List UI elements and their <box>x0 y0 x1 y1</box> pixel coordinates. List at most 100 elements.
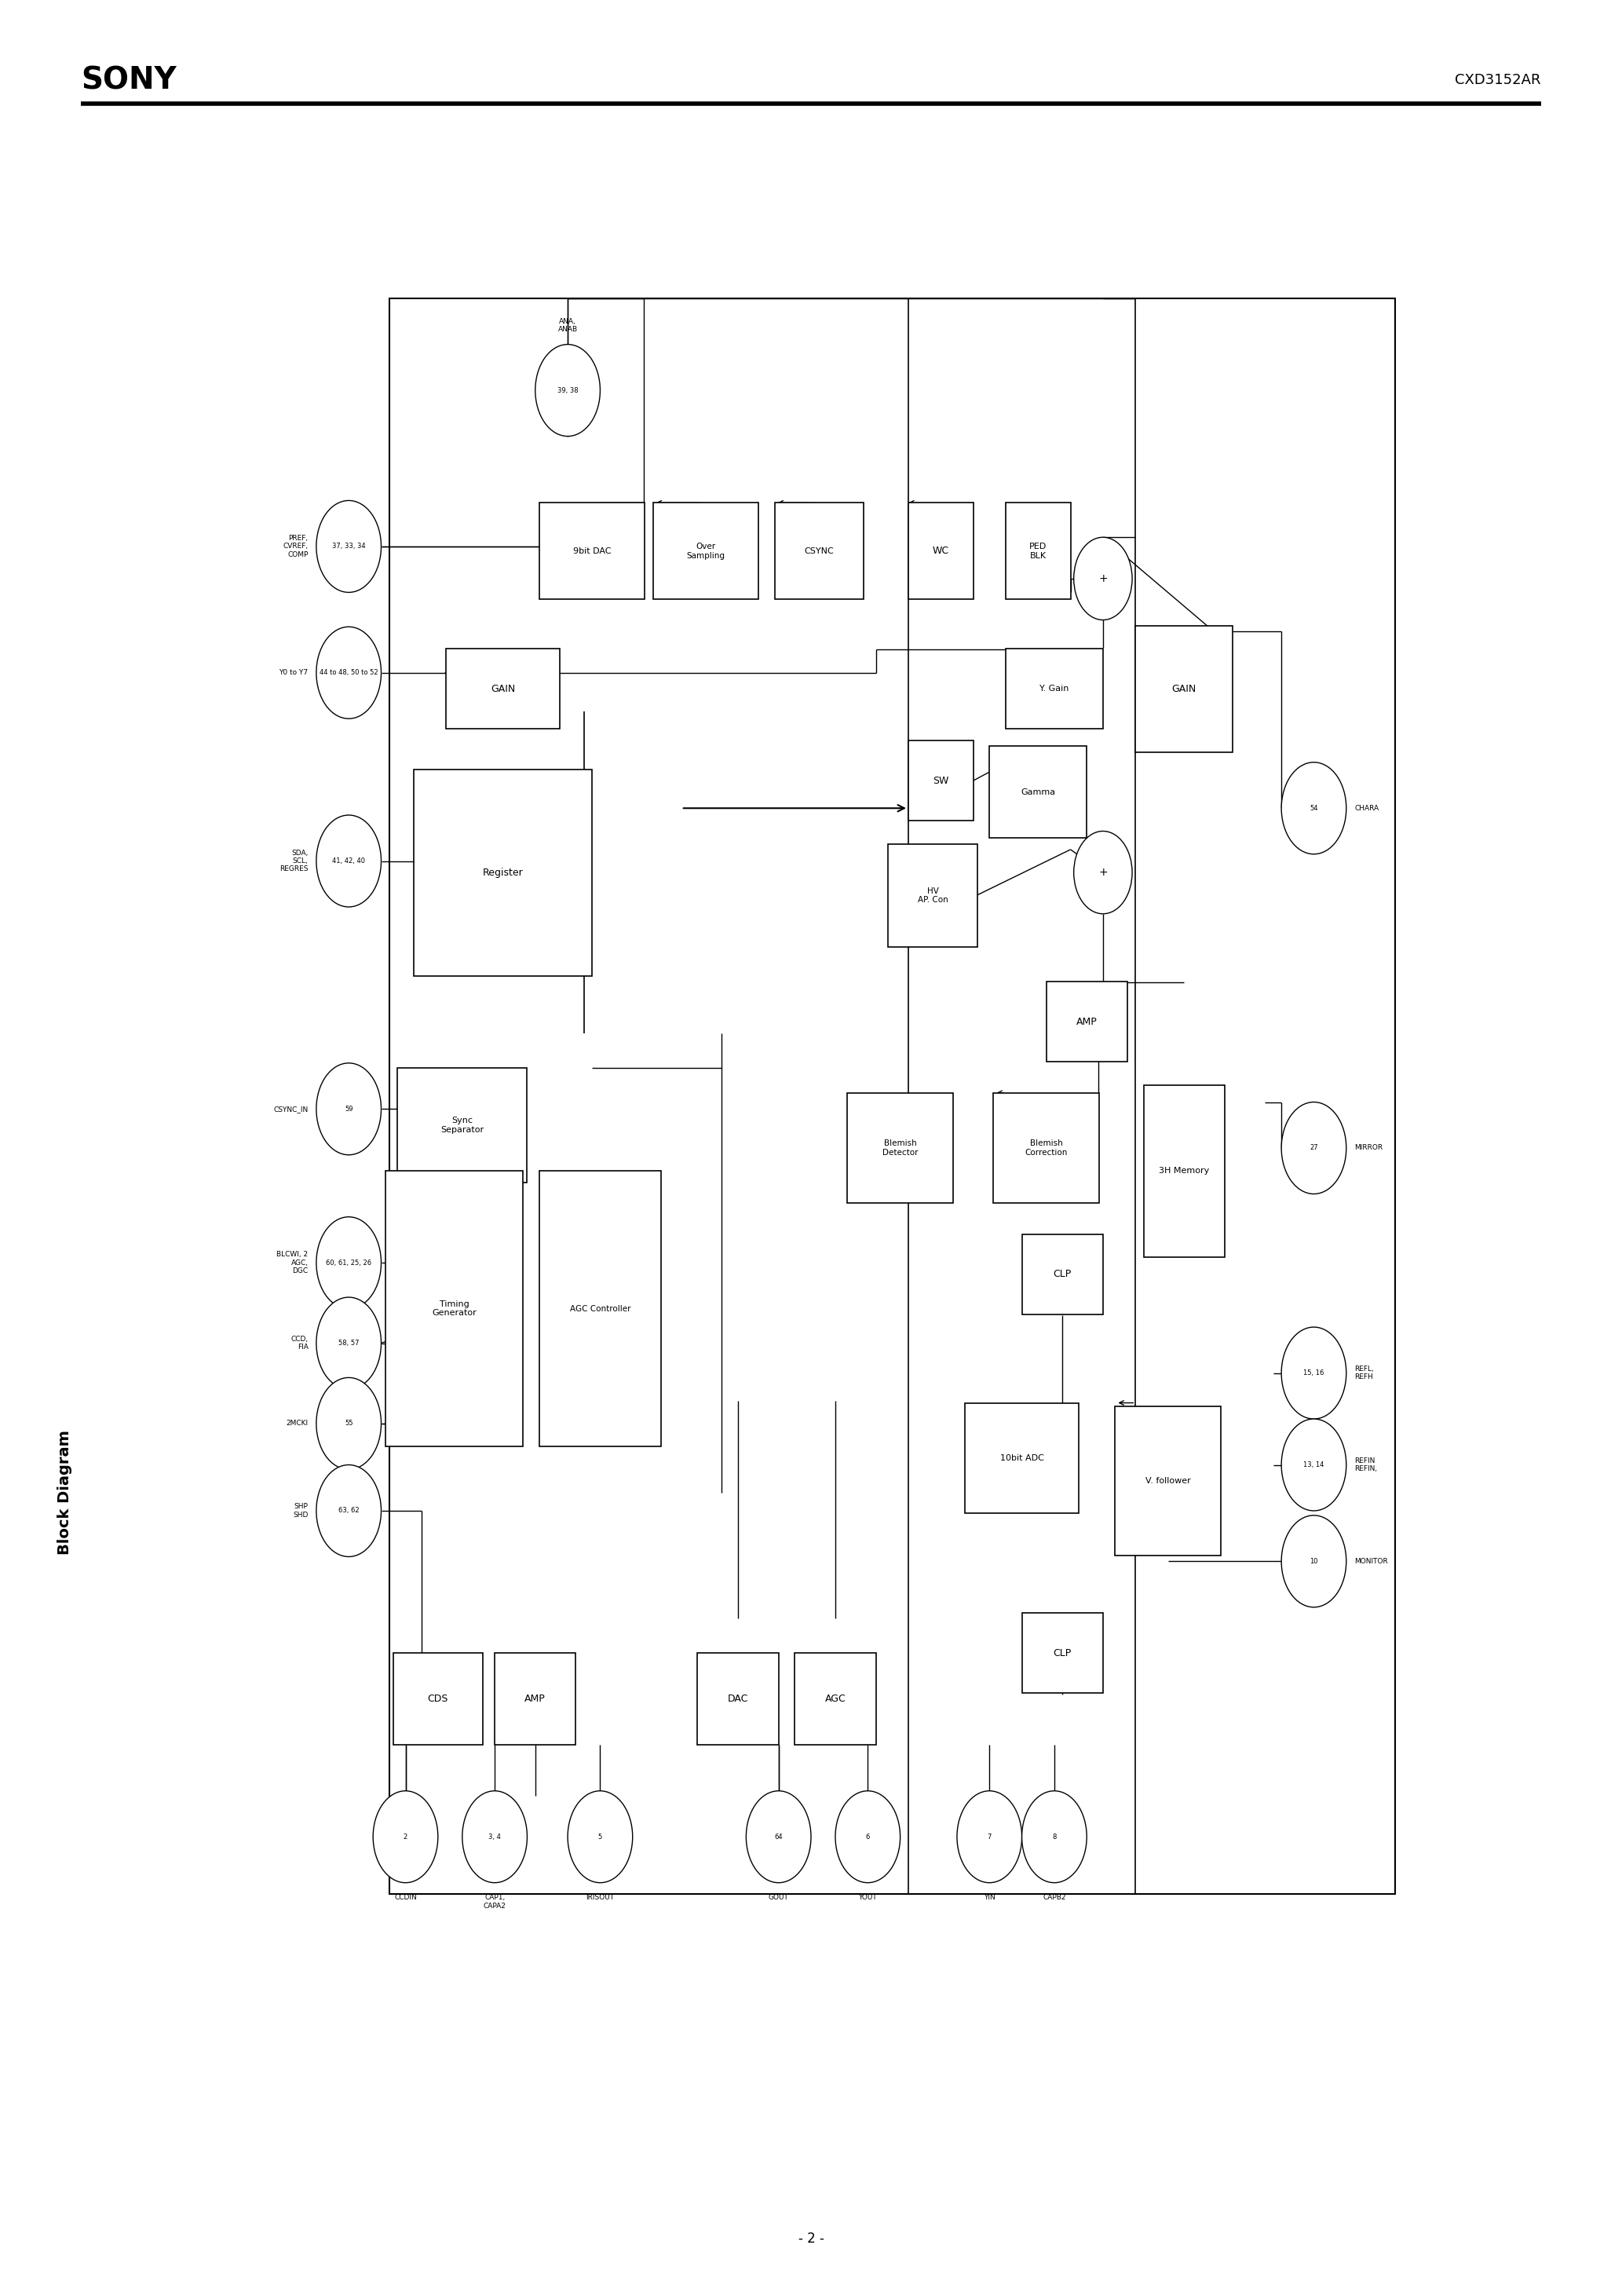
FancyBboxPatch shape <box>539 1171 662 1446</box>
Circle shape <box>1281 762 1346 854</box>
Circle shape <box>316 1378 381 1469</box>
Text: CDS: CDS <box>428 1694 448 1704</box>
Text: GOUT: GOUT <box>769 1894 788 1901</box>
FancyBboxPatch shape <box>1022 1235 1103 1313</box>
Circle shape <box>835 1791 900 1883</box>
FancyBboxPatch shape <box>1006 647 1103 730</box>
Circle shape <box>373 1791 438 1883</box>
Circle shape <box>316 627 381 719</box>
Text: 44 to 48, 50 to 52: 44 to 48, 50 to 52 <box>320 668 378 677</box>
Text: HV
AP. Con: HV AP. Con <box>918 886 947 905</box>
Text: 59: 59 <box>344 1104 354 1114</box>
FancyBboxPatch shape <box>795 1653 876 1745</box>
Text: 58, 57: 58, 57 <box>339 1339 358 1348</box>
Circle shape <box>316 501 381 592</box>
Circle shape <box>1281 1515 1346 1607</box>
Text: ANA,
ANAB: ANA, ANAB <box>558 317 577 333</box>
Text: CCD,
FIA: CCD, FIA <box>290 1336 308 1350</box>
Text: CLP: CLP <box>1053 1270 1072 1279</box>
Text: Timing
Generator: Timing Generator <box>431 1300 477 1318</box>
Text: Y0 to Y7: Y0 to Y7 <box>279 668 308 677</box>
Circle shape <box>316 1063 381 1155</box>
FancyBboxPatch shape <box>989 746 1087 838</box>
Text: YOUT: YOUT <box>858 1894 878 1901</box>
Text: 2MCKI: 2MCKI <box>285 1419 308 1428</box>
Text: - 2 -: - 2 - <box>798 2232 824 2245</box>
Text: YIN: YIN <box>983 1894 996 1901</box>
FancyBboxPatch shape <box>386 1171 522 1446</box>
Text: CXD3152AR: CXD3152AR <box>1455 73 1541 87</box>
Text: AGC Controller: AGC Controller <box>569 1304 631 1313</box>
FancyBboxPatch shape <box>889 843 976 946</box>
Text: WC: WC <box>933 546 949 556</box>
Text: 10bit ADC: 10bit ADC <box>999 1453 1045 1463</box>
FancyBboxPatch shape <box>965 1403 1079 1513</box>
Text: CLP: CLP <box>1053 1649 1072 1658</box>
Text: Y. Gain: Y. Gain <box>1040 684 1069 693</box>
Text: PREF,
CVREF,
COMP: PREF, CVREF, COMP <box>282 535 308 558</box>
Text: V. follower: V. follower <box>1145 1476 1191 1486</box>
FancyBboxPatch shape <box>1116 1405 1221 1557</box>
Text: 63, 62: 63, 62 <box>339 1506 358 1515</box>
Text: 3, 4: 3, 4 <box>488 1832 501 1841</box>
FancyBboxPatch shape <box>994 1093 1100 1203</box>
Text: 39, 38: 39, 38 <box>558 386 577 395</box>
Text: 9bit DAC: 9bit DAC <box>573 546 611 556</box>
Text: 64: 64 <box>774 1832 783 1841</box>
Circle shape <box>316 1297 381 1389</box>
Text: REFIN
REFIN,: REFIN REFIN, <box>1354 1458 1377 1472</box>
Text: AMP: AMP <box>1077 1017 1096 1026</box>
Text: CCDIN: CCDIN <box>394 1894 417 1901</box>
Text: 55: 55 <box>344 1419 354 1428</box>
Text: CAP1,
CAPA2: CAP1, CAPA2 <box>483 1894 506 1910</box>
Text: SDA,
SCL,
REGRES: SDA, SCL, REGRES <box>279 850 308 872</box>
Text: CHARA: CHARA <box>1354 804 1379 813</box>
Text: 54: 54 <box>1309 804 1319 813</box>
FancyBboxPatch shape <box>1135 625 1233 753</box>
FancyBboxPatch shape <box>652 503 757 599</box>
Text: 2: 2 <box>404 1832 407 1841</box>
FancyBboxPatch shape <box>1144 1086 1225 1258</box>
Text: MIRROR: MIRROR <box>1354 1143 1382 1153</box>
Text: 5: 5 <box>599 1832 602 1841</box>
Text: 3H Memory: 3H Memory <box>1158 1166 1210 1176</box>
Text: CSYNC: CSYNC <box>805 546 834 556</box>
FancyBboxPatch shape <box>1022 1612 1103 1694</box>
FancyBboxPatch shape <box>1046 980 1127 1061</box>
Text: 8: 8 <box>1053 1832 1056 1841</box>
Text: REFL,
REFH: REFL, REFH <box>1354 1366 1374 1380</box>
Text: SHP
SHD: SHP SHD <box>294 1504 308 1518</box>
FancyBboxPatch shape <box>495 1653 576 1745</box>
Circle shape <box>568 1791 633 1883</box>
Text: Block Diagram: Block Diagram <box>57 1430 73 1554</box>
FancyBboxPatch shape <box>908 503 973 599</box>
Circle shape <box>1281 1102 1346 1194</box>
Circle shape <box>316 1217 381 1309</box>
Text: Gamma: Gamma <box>1020 788 1056 797</box>
Text: MONITOR: MONITOR <box>1354 1557 1388 1566</box>
Text: 6: 6 <box>866 1832 869 1841</box>
FancyBboxPatch shape <box>848 1093 954 1203</box>
Circle shape <box>957 1791 1022 1883</box>
Text: Over
Sampling: Over Sampling <box>686 542 725 560</box>
FancyBboxPatch shape <box>397 1068 527 1182</box>
FancyBboxPatch shape <box>1006 503 1071 599</box>
Text: GAIN: GAIN <box>1171 684 1197 693</box>
Text: 60, 61, 25, 26: 60, 61, 25, 26 <box>326 1258 371 1267</box>
Text: SONY: SONY <box>81 67 177 94</box>
Circle shape <box>1074 537 1132 620</box>
FancyBboxPatch shape <box>414 769 592 976</box>
FancyBboxPatch shape <box>446 647 560 730</box>
Text: +: + <box>1098 574 1108 583</box>
Text: 27: 27 <box>1309 1143 1319 1153</box>
Circle shape <box>316 1465 381 1557</box>
FancyBboxPatch shape <box>908 739 973 820</box>
FancyBboxPatch shape <box>394 1653 483 1745</box>
Circle shape <box>746 1791 811 1883</box>
Text: AGC: AGC <box>826 1694 845 1704</box>
FancyBboxPatch shape <box>539 503 646 599</box>
Text: IRISOUT: IRISOUT <box>586 1894 615 1901</box>
Text: 10: 10 <box>1309 1557 1319 1566</box>
Text: GAIN: GAIN <box>490 684 516 693</box>
Text: SW: SW <box>933 776 949 785</box>
